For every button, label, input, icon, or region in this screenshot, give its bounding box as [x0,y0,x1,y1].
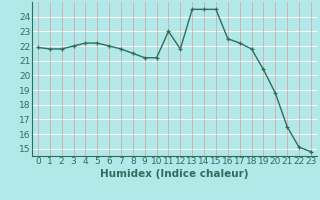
X-axis label: Humidex (Indice chaleur): Humidex (Indice chaleur) [100,169,249,179]
